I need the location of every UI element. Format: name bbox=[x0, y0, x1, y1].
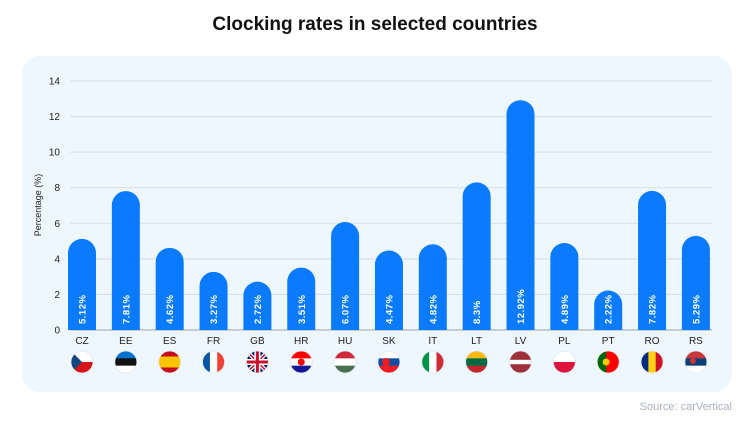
x-tick-label: RS bbox=[689, 336, 703, 347]
x-tick-label: ES bbox=[163, 336, 177, 347]
hungary-flag-icon bbox=[334, 351, 357, 373]
bar bbox=[506, 100, 535, 330]
y-tick-label: 10 bbox=[49, 148, 61, 159]
data-label: 2.22% bbox=[604, 295, 615, 324]
x-tick-label: EE bbox=[119, 336, 133, 347]
x-tick-label: HR bbox=[294, 336, 308, 347]
bar bbox=[594, 290, 623, 330]
bar bbox=[462, 182, 491, 330]
chart-card bbox=[22, 56, 732, 392]
romania-flag-icon bbox=[641, 351, 664, 373]
y-tick-label: 2 bbox=[54, 290, 60, 301]
data-label: 3.51% bbox=[297, 295, 308, 324]
spain-flag-icon bbox=[158, 351, 181, 373]
x-tick-label: FR bbox=[207, 336, 220, 347]
data-label: 12.92% bbox=[516, 289, 527, 324]
data-label: 4.89% bbox=[560, 295, 571, 324]
poland-flag-icon bbox=[553, 351, 576, 373]
bar bbox=[155, 247, 184, 330]
x-tick-label: CZ bbox=[75, 336, 88, 347]
data-label: 7.82% bbox=[648, 295, 659, 324]
czech-flag-icon bbox=[71, 351, 93, 373]
estonia-flag-icon bbox=[114, 351, 137, 373]
y-tick-label: 12 bbox=[49, 112, 61, 123]
bar bbox=[243, 281, 272, 330]
x-tick-label: HU bbox=[338, 336, 352, 347]
data-label: 4.82% bbox=[428, 295, 439, 324]
bar bbox=[681, 235, 710, 330]
data-label: 4.62% bbox=[165, 295, 176, 324]
chart-title: Clocking rates in selected countries bbox=[212, 14, 538, 35]
data-label: 5.29% bbox=[691, 295, 702, 324]
data-label: 4.47% bbox=[384, 295, 395, 324]
x-tick-label: LV bbox=[515, 336, 527, 347]
italy-flag-icon bbox=[421, 351, 444, 373]
serbia-flag-icon bbox=[684, 351, 707, 373]
bar bbox=[638, 190, 667, 330]
source-note: Source: carVertical bbox=[639, 401, 732, 413]
x-tick-label: IT bbox=[428, 336, 437, 347]
bar bbox=[550, 243, 579, 330]
data-label: 8.3% bbox=[472, 300, 483, 324]
bar bbox=[418, 244, 447, 330]
y-tick-label: 6 bbox=[54, 219, 60, 230]
bar bbox=[68, 238, 96, 330]
data-label: 6.07% bbox=[341, 295, 352, 324]
data-label: 7.81% bbox=[121, 295, 132, 324]
y-tick-label: 4 bbox=[54, 254, 60, 265]
latvia-flag-icon bbox=[509, 351, 532, 373]
y-tick-label: 14 bbox=[49, 77, 61, 88]
croatia-flag-icon bbox=[290, 351, 313, 373]
bar bbox=[199, 271, 228, 330]
uk-flag-icon bbox=[246, 351, 269, 373]
y-tick-label: 8 bbox=[54, 183, 60, 194]
data-label: 2.72% bbox=[253, 295, 264, 324]
x-tick-label: PT bbox=[602, 336, 615, 347]
x-tick-label: GB bbox=[250, 336, 265, 347]
y-axis-label: Percentage (%) bbox=[33, 174, 43, 237]
slovakia-flag-icon bbox=[377, 351, 400, 373]
bar bbox=[331, 222, 360, 330]
lithuania-flag-icon bbox=[465, 351, 488, 373]
data-label: 5.12% bbox=[78, 295, 89, 324]
x-tick-label: LT bbox=[471, 336, 482, 347]
data-label: 3.27% bbox=[209, 295, 220, 324]
portugal-flag-icon bbox=[597, 351, 620, 373]
france-flag-icon bbox=[202, 351, 225, 373]
x-tick-label: RO bbox=[645, 336, 660, 347]
y-tick-label: 0 bbox=[54, 326, 60, 337]
x-tick-label: SK bbox=[382, 336, 396, 347]
bar bbox=[374, 250, 403, 330]
bar bbox=[287, 267, 316, 330]
bar bbox=[111, 191, 140, 330]
x-tick-label: PL bbox=[558, 336, 571, 347]
